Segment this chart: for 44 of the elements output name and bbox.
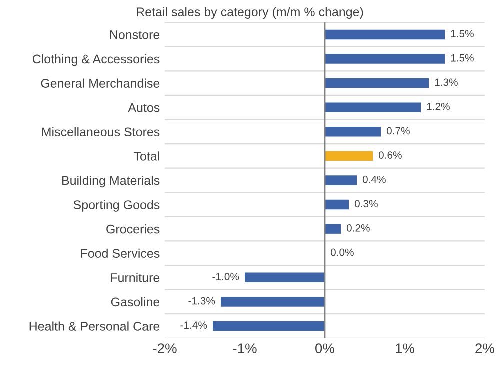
data-label: 1.5% (451, 54, 474, 62)
bar (325, 127, 381, 137)
y-tick-label: Building Materials (62, 176, 160, 188)
data-label: 0.7% (386, 127, 410, 135)
bar (325, 54, 445, 64)
data-label: 0.6% (378, 152, 402, 159)
y-tick-label: Furniture (111, 273, 160, 282)
data-label: 0.4% (362, 176, 386, 184)
data-label: -1.0% (212, 273, 240, 280)
bar (325, 176, 357, 186)
chart-title: Retail sales by category (m/m % change) (137, 7, 364, 19)
y-tick-label: Miscellaneous Stores (42, 127, 160, 137)
data-label: 1.5% (451, 30, 474, 38)
data-label: 1.3% (435, 78, 458, 86)
data-label: 0.2% (346, 224, 370, 232)
x-tick-label: 2% (476, 344, 495, 354)
y-tick-label: Autos (128, 104, 160, 112)
bar (213, 321, 325, 332)
y-tick-label: Clothing & Accessories (32, 54, 160, 66)
bar (325, 200, 349, 210)
data-label: -1.3% (188, 297, 216, 305)
bar (221, 297, 325, 307)
y-tick-label: Health & Personal Care (30, 322, 160, 331)
x-tick-label: -1% (233, 344, 257, 354)
data-label: 0.3% (354, 200, 378, 208)
data-label: 1.2% (427, 103, 450, 110)
bar (325, 151, 373, 162)
bar (325, 30, 445, 40)
y-tick-label: Total (134, 152, 160, 161)
y-tick-label: Sporting Goods (74, 200, 160, 212)
x-tick-label: 1% (396, 344, 415, 354)
y-tick-label: Food Services (81, 248, 160, 258)
data-label: 0.0% (330, 248, 354, 256)
y-tick-label: Groceries (106, 224, 160, 234)
bar (325, 102, 421, 112)
x-tick-label: -2% (153, 344, 177, 354)
bar (325, 78, 429, 88)
bar (245, 272, 325, 283)
x-tick-label: 0% (316, 344, 335, 354)
data-label: -1.4% (180, 322, 208, 330)
y-tick-label: General Merchandise (41, 78, 160, 88)
y-tick-label: Gasoline (111, 297, 160, 307)
y-tick-label: Nonstore (110, 30, 160, 40)
bar (325, 224, 341, 234)
